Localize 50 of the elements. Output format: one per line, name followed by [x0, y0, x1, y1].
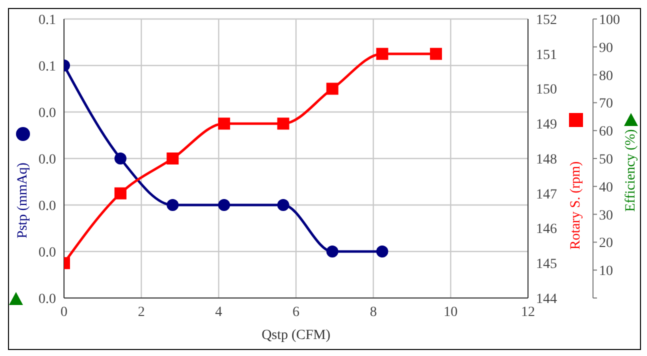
y3-tick-label: 10 [599, 264, 613, 280]
point [166, 199, 179, 211]
y-tick-label: 0.0 [38, 152, 56, 168]
x-tick-label: 6 [292, 304, 300, 320]
y2-tick-label: 151 [536, 48, 557, 63]
y3-tick-label: 40 [599, 180, 613, 196]
point [376, 246, 388, 258]
y3-tick-label: 60 [599, 124, 613, 140]
point [277, 199, 290, 211]
y-tick-label: 0.1 [38, 12, 56, 28]
y3-tick-label: 80 [599, 68, 613, 84]
y3-axis-title: Efficiency (%) [624, 128, 638, 212]
y2-tick-label: 152 [536, 12, 557, 28]
y2-tick-label: 146 [536, 222, 557, 238]
point [114, 187, 126, 200]
point [166, 152, 179, 164]
point [218, 199, 230, 211]
point [326, 246, 338, 258]
point [376, 48, 388, 60]
point [326, 82, 338, 95]
x-axis-title: Qstp (CFM) [262, 328, 331, 343]
x-tick-label: 10 [444, 304, 458, 320]
point [430, 48, 442, 60]
y2-tick-label: 150 [536, 82, 557, 98]
y2-tick-label: 145 [536, 257, 557, 272]
x-tick-label: 0 [60, 304, 68, 320]
y-tick-label: 0.0 [38, 292, 56, 307]
y3-tick-label: 30 [599, 208, 613, 224]
y-tick-label: 0.1 [38, 59, 56, 74]
point [218, 118, 230, 130]
point [277, 118, 290, 130]
y-axis-title: Pstp (mmAq) [16, 162, 30, 238]
y2-tick-label: 144 [536, 292, 557, 307]
y3-tick-label: 90 [599, 40, 613, 56]
x-tick-label: 12 [521, 304, 535, 320]
y2-tick-label: 149 [536, 118, 557, 133]
y-tick-label: 0.0 [38, 106, 56, 121]
y2-tick-label: 147 [536, 187, 557, 202]
y-tick-label: 0.0 [38, 198, 56, 214]
y3-tick-label: 70 [599, 96, 613, 112]
x-tick-label: 4 [215, 304, 222, 320]
x-tick-label: 2 [138, 304, 145, 320]
y3-tick-label: 50 [599, 152, 613, 168]
y3-tick-label: 100 [599, 12, 620, 28]
y2-tick-label: 148 [536, 152, 557, 168]
y-tick-label: 0.0 [38, 245, 56, 260]
point [114, 152, 126, 164]
x-tick-label: 8 [370, 304, 377, 320]
y3-tick-label: 20 [599, 236, 613, 252]
y2-axis-title: Rotary S. (rpm) [568, 161, 584, 250]
